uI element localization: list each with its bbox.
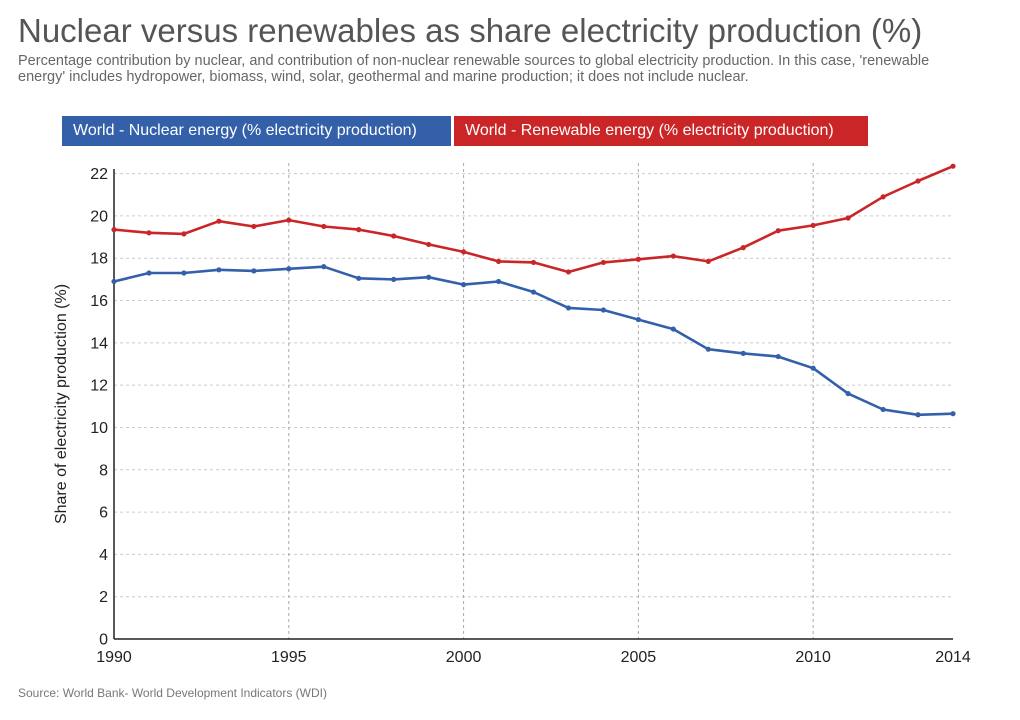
source-note: Source: World Bank- World Development In… [18, 686, 327, 700]
data-point-nuclear [251, 268, 257, 274]
data-point-nuclear [391, 276, 397, 282]
data-point-renewable [670, 253, 676, 259]
x-tick-label: 2014 [935, 649, 971, 666]
series-line-renewable [113, 165, 954, 274]
data-point-nuclear [740, 350, 746, 356]
data-point-nuclear [495, 278, 502, 285]
x-tick-label: 1990 [96, 649, 132, 666]
data-point-renewable [565, 269, 572, 275]
data-point-renewable [950, 163, 956, 169]
grid [114, 163, 953, 639]
data-point-renewable [705, 258, 711, 264]
y-tick-label: 18 [90, 251, 108, 268]
data-point-renewable [356, 227, 362, 233]
data-point-nuclear [635, 316, 641, 323]
data-point-nuclear [181, 270, 187, 276]
y-tick-label: 12 [90, 378, 108, 395]
y-tick-label: 2 [99, 589, 108, 606]
data-point-nuclear [146, 270, 152, 276]
data-point-nuclear [845, 390, 851, 397]
data-point-renewable [286, 217, 292, 223]
x-tick-label: 2010 [795, 649, 831, 666]
data-point-renewable [915, 178, 921, 184]
data-point-renewable [740, 245, 746, 251]
y-tick-label: 16 [90, 293, 108, 310]
data-point-nuclear [216, 267, 222, 273]
data-point-nuclear [880, 406, 886, 413]
data-point-nuclear [915, 412, 921, 418]
chart-title: Nuclear versus renewables as share elect… [18, 12, 923, 49]
data-point-renewable [600, 259, 607, 266]
axes: 0 2 4 6 8 10 12 14 16 18 20 22 1990 1995 2000 2005 2010 2… [90, 166, 971, 666]
data-point-nuclear [426, 274, 432, 280]
y-axis-label: Share of electricity production (%) [53, 284, 70, 524]
data-point-nuclear [530, 289, 537, 295]
y-tick-label: 6 [99, 505, 108, 522]
y-tick-label: 10 [90, 420, 108, 437]
data-point-renewable [391, 233, 397, 239]
x-tick-label: 1995 [271, 649, 307, 666]
data-point-renewable [426, 241, 432, 248]
data-point-renewable [775, 228, 781, 234]
data-point-renewable [530, 259, 537, 266]
data-point-renewable [460, 249, 467, 255]
data-point-renewable [181, 231, 187, 237]
data-point-renewable [845, 215, 851, 221]
data-point-renewable [216, 218, 222, 224]
data-point-renewable [321, 223, 327, 230]
data-point-nuclear [321, 264, 327, 270]
data-point-nuclear [705, 346, 711, 352]
series-line-nuclear [113, 265, 954, 417]
data-point-renewable [635, 256, 641, 262]
data-point-nuclear [810, 365, 816, 371]
y-tick-label: 0 [99, 632, 108, 649]
data-point-renewable [495, 258, 502, 264]
y-tick-label: 22 [90, 166, 108, 183]
legend-item-renewable[interactable]: World - Renewable energy (% electricity … [454, 116, 868, 146]
x-tick-label: 2005 [621, 649, 657, 666]
legend-item-nuclear[interactable]: World - Nuclear energy (% electricity pr… [62, 116, 451, 146]
y-tick-label: 20 [90, 208, 108, 225]
y-tick-label: 14 [90, 335, 108, 352]
data-point-nuclear [356, 275, 362, 281]
chart-subtitle: Percentage contribution by nuclear, and … [18, 53, 930, 85]
data-point-renewable [111, 227, 117, 233]
x-tick-label: 2000 [446, 649, 482, 666]
data-point-nuclear [600, 307, 607, 313]
data-point-nuclear [950, 411, 956, 417]
data-point-nuclear [670, 326, 676, 332]
y-tick-label: 8 [99, 462, 108, 479]
series [111, 163, 956, 418]
data-point-renewable [880, 194, 886, 200]
data-point-renewable [146, 230, 152, 236]
data-point-renewable [251, 223, 257, 230]
data-point-nuclear [775, 353, 781, 360]
data-point-nuclear [111, 278, 117, 285]
data-point-nuclear [565, 305, 572, 311]
data-point-nuclear [286, 266, 292, 272]
data-point-renewable [810, 222, 816, 229]
data-point-nuclear [460, 282, 467, 288]
y-tick-label: 4 [99, 547, 108, 564]
